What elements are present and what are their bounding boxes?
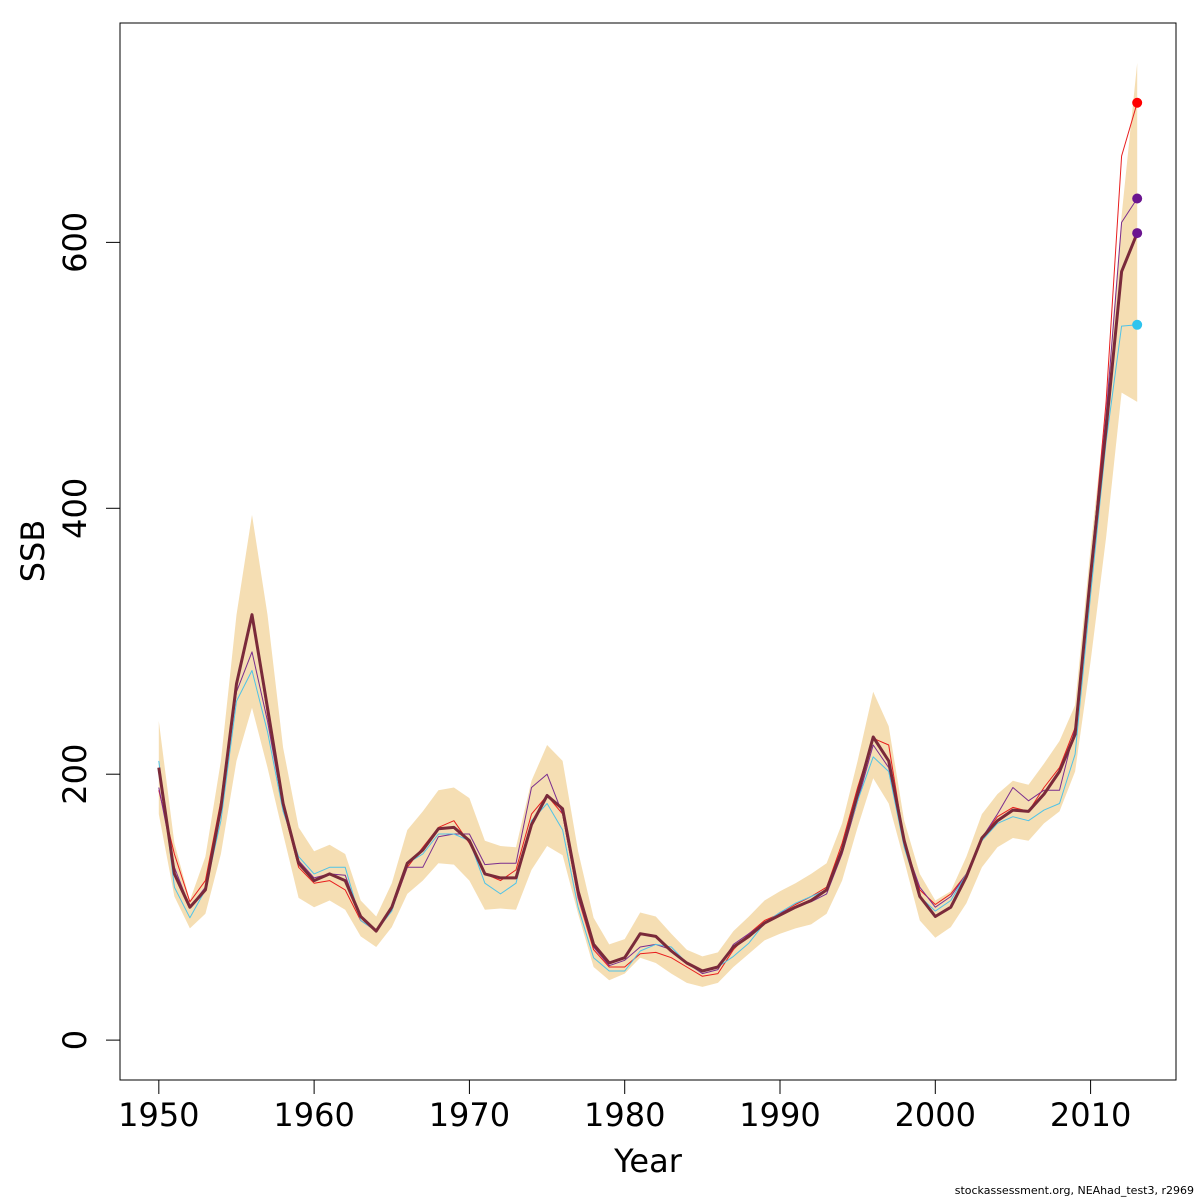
end-point-2 — [1132, 228, 1143, 239]
end-point-3 — [1132, 319, 1143, 330]
x-axis-title: Year — [613, 1142, 683, 1180]
x-axis: 1950 1960 1970 1980 1990 2000 2010 — [118, 1079, 1131, 1134]
x-tick-label: 1980 — [584, 1096, 665, 1134]
confidence-band — [158, 62, 1138, 987]
x-tick-label: 1950 — [118, 1096, 199, 1134]
y-axis-title: SSB — [14, 520, 52, 583]
series-lines — [157, 102, 1139, 977]
series-line-base — [157, 232, 1139, 973]
y-tick-label: 0 — [56, 1030, 94, 1050]
y-axis: 0 200 400 600 — [56, 212, 121, 1050]
x-tick-label: 2000 — [895, 1096, 976, 1134]
footer-credit: stockassessment.org, NEAhad_test3, r2969 — [954, 1184, 1194, 1197]
x-tick-label: 1990 — [739, 1096, 820, 1134]
x-tick-label: 2010 — [1050, 1096, 1131, 1134]
end-point-0 — [1132, 97, 1143, 108]
x-tick-label: 1960 — [273, 1096, 354, 1134]
end-point-1 — [1132, 193, 1143, 204]
end-points — [1132, 97, 1143, 330]
x-tick-label: 1970 — [429, 1096, 510, 1134]
y-tick-label: 200 — [56, 744, 94, 805]
y-tick-label: 400 — [56, 478, 94, 539]
y-tick-label: 600 — [56, 212, 94, 273]
